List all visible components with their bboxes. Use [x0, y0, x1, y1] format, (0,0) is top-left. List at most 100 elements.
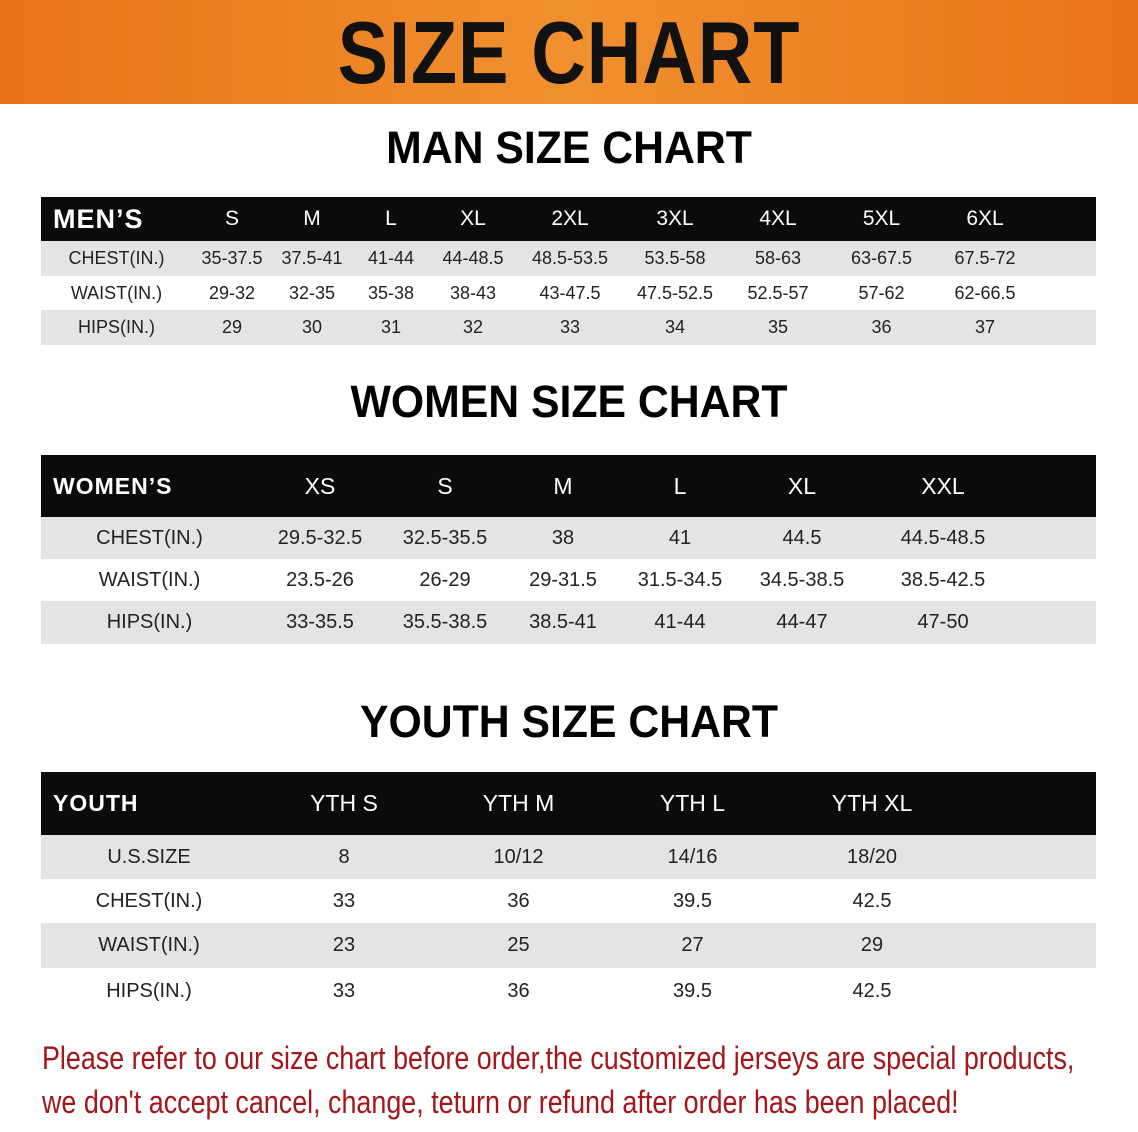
row-label: MEN’S [53, 203, 144, 234]
row-label: HIPS(IN.) [106, 979, 192, 1002]
table-cell: 37.5-41 [281, 248, 343, 268]
table-cell: 33 [559, 317, 581, 337]
table-cell: 47.5-52.5 [636, 282, 714, 303]
table-cell: 33 [332, 979, 356, 1002]
table-cell: 18/20 [846, 845, 898, 868]
table-cell: 35 [767, 317, 789, 337]
women-size-table: WOMEN’S XS S M L XL XXL CHEST(IN.) 29.5-32.5 32.5… [41, 455, 1096, 644]
table-cell: 42.5 [852, 979, 892, 1002]
table-cell: 62-66.5 [954, 282, 1016, 303]
table-cell: 36 [871, 317, 892, 337]
table-cell: 48.5-53.5 [531, 248, 609, 268]
table-cell: XL [460, 207, 486, 230]
table-cell: 2XL [551, 207, 589, 230]
table-cell: 38-43 [449, 282, 497, 303]
row-label: WAIST(IN.) [70, 282, 163, 303]
table-cell: YTH S [310, 790, 378, 816]
table-header-row: MEN’S S M L XL 2XL 3XL 4XL 5XL 6XL [41, 197, 1096, 241]
men-size-table: MEN’S S M L XL 2XL 3XL 4XL 5XL 6XL CHEST(IN.) 35-37… [41, 197, 1096, 345]
table-cell: 41-44 [654, 611, 706, 633]
page-title: SIZE CHART [337, 3, 801, 102]
table-cell: 47-50 [917, 611, 969, 633]
table-row: HIPS(IN.) 33 36 39.5 42.5 [41, 968, 1096, 1014]
table-header-row: WOMEN’S XS S M L XL XXL [41, 455, 1096, 517]
table-cell: 63-67.5 [850, 248, 913, 268]
table-cell: YTH L [659, 790, 726, 816]
table-cell: 36 [507, 889, 530, 912]
table-cell: 39.5 [673, 979, 712, 1002]
table-row: WAIST(IN.) 29-32 32-35 35-38 38-43 43-47.5 47.… [41, 276, 1096, 310]
table-cell: 31.5-34.5 [637, 568, 723, 591]
table-cell: 44.5 [782, 526, 822, 549]
table-cell: L [385, 207, 397, 230]
table-cell: S [437, 472, 453, 499]
row-label: CHEST(IN.) [95, 889, 203, 912]
table-cell: 3XL [656, 207, 694, 230]
table-cell: M [553, 472, 573, 499]
table-cell: 38 [551, 526, 575, 549]
table-row: HIPS(IN.) 29 30 31 32 33 34 35 36 37 [41, 310, 1096, 345]
table-cell: 41 [668, 526, 692, 549]
table-cell: 35-37.5 [201, 248, 263, 268]
table-cell: 27 [681, 934, 704, 956]
table-cell: 57-62 [858, 282, 905, 303]
table-row: WAIST(IN.) 23 25 27 29 [41, 923, 1096, 968]
men-section-title: MAN SIZE CHART [386, 122, 752, 173]
table-cell: 38.5-42.5 [900, 568, 986, 591]
table-cell: 30 [301, 317, 323, 337]
table-cell: 44-48.5 [442, 248, 504, 268]
table-cell: 29 [221, 317, 243, 337]
table-cell: 43-47.5 [539, 282, 601, 303]
table-cell: 37 [974, 317, 996, 337]
table-row: CHEST(IN.) 29.5-32.5 32.5-35.5 38 41 44.5 44.5… [41, 517, 1096, 559]
table-cell: 44.5-48.5 [900, 526, 986, 549]
table-row: HIPS(IN.) 33-35.5 35.5-38.5 38.5-41 41-44 44-… [41, 601, 1096, 644]
table-cell: 67.5-72 [954, 248, 1016, 268]
table-cell: 32.5-35.5 [402, 526, 488, 549]
table-cell: 6XL [966, 207, 1004, 230]
row-label: HIPS(IN.) [77, 317, 155, 337]
youth-size-table: YOUTH YTH S YTH M YTH L YTH XL U.S.SIZE 8 10/12… [41, 772, 1096, 1014]
table-cell: 29.5-32.5 [277, 526, 363, 549]
table-cell: 39.5 [673, 889, 712, 912]
table-cell: YTH M [482, 790, 555, 816]
row-label: WAIST(IN.) [98, 934, 200, 956]
row-label: HIPS(IN.) [106, 611, 193, 633]
women-section-title: WOMEN SIZE CHART [350, 376, 788, 427]
table-cell: 41-44 [367, 248, 415, 268]
table-header-row: YOUTH YTH S YTH M YTH L YTH XL [41, 772, 1096, 835]
table-cell: 33-35.5 [286, 611, 354, 633]
table-cell: 23 [332, 934, 356, 956]
table-cell: 14/16 [667, 845, 718, 868]
table-cell: 34.5-38.5 [759, 568, 845, 591]
table-cell: 36 [507, 979, 530, 1002]
table-cell: 32-35 [288, 282, 336, 303]
row-label: WOMEN’S [53, 472, 173, 499]
table-cell: 25 [507, 934, 530, 956]
table-cell: 53.5-58 [644, 248, 706, 268]
table-cell: 29-32 [208, 282, 256, 303]
table-cell: 8 [338, 845, 350, 868]
row-label: WAIST(IN.) [98, 568, 201, 591]
table-row: U.S.SIZE 8 10/12 14/16 18/20 [41, 835, 1096, 879]
table-cell: L [673, 472, 687, 499]
notice-line-1: Please refer to our size chart before or… [42, 1040, 1075, 1076]
table-row: CHEST(IN.) 35-37.5 37.5-41 41-44 44-48.5 48.5… [41, 241, 1096, 276]
table-cell: 5XL [862, 207, 901, 230]
table-cell: 42.5 [852, 889, 892, 912]
table-cell: 23.5-26 [286, 568, 354, 591]
table-cell: M [303, 207, 321, 230]
youth-section-title: YOUTH SIZE CHART [359, 696, 778, 747]
table-cell: 34 [664, 317, 686, 337]
table-cell: 33 [332, 889, 356, 912]
table-row: CHEST(IN.) 33 36 39.5 42.5 [41, 879, 1096, 923]
row-label: CHEST(IN.) [96, 526, 203, 549]
table-cell: 31 [380, 317, 402, 337]
row-label: U.S.SIZE [107, 845, 191, 868]
notice-line-2: we don't accept cancel, change, teturn o… [42, 1084, 959, 1120]
table-cell: 29 [860, 934, 884, 956]
table-cell: 52.5-57 [747, 282, 809, 303]
table-cell: 35.5-38.5 [402, 611, 488, 633]
table-cell: XS [304, 472, 336, 499]
title-banner: SIZE CHART [0, 0, 1138, 104]
